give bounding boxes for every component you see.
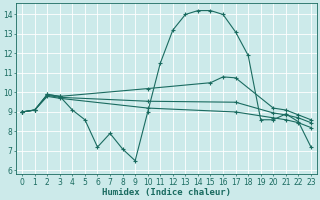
X-axis label: Humidex (Indice chaleur): Humidex (Indice chaleur) (102, 188, 231, 197)
